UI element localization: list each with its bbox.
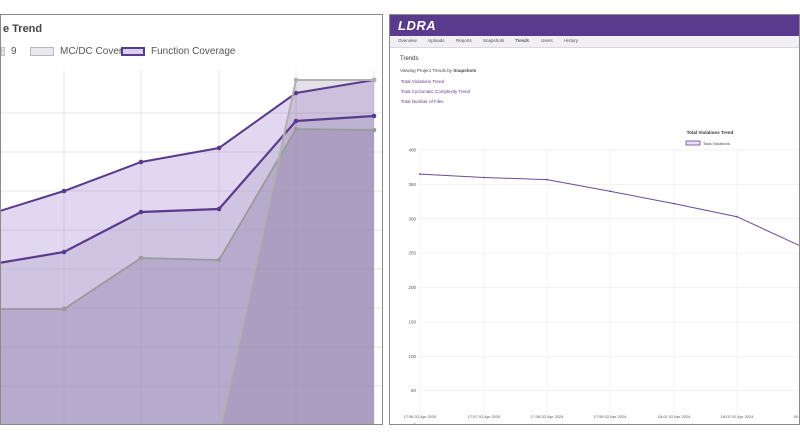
data-point (216, 145, 222, 151)
link-total-violations-trend[interactable]: Total Violations Trend (401, 79, 444, 84)
data-point (61, 188, 67, 194)
tab-history[interactable]: History (564, 38, 579, 43)
legend-item-mcdc-coverage[interactable]: MC/DC Coverage (30, 46, 139, 57)
y-tick-label: 200 (408, 285, 416, 290)
y-tick-label: 250 (408, 251, 416, 256)
x-tick-label: 17:57 02 Apr 2024 (468, 414, 501, 419)
tab-snapshots[interactable]: Snapshots (483, 38, 505, 43)
x-tick-label: 17:59 02 Apr 2024 (594, 414, 627, 419)
y-tick-label: 50 (411, 388, 417, 393)
legend-swatch (1, 47, 5, 56)
y-tick-label: 300 (408, 216, 416, 221)
x-tick-label: 18:04 02 (793, 414, 800, 419)
area-fill (1, 80, 374, 424)
ldra-logo[interactable]: LDRA (398, 18, 437, 33)
y-tick-label: 350 (408, 182, 416, 187)
data-point (293, 126, 299, 132)
total-violations-chart: Total Violations Trend Total Violations 40… (404, 130, 800, 426)
y-tick-label: 400 (408, 148, 416, 153)
nav-bar: Overview Uploads Reports Snapshots Trend… (390, 36, 799, 48)
series-line (220, 79, 374, 424)
area-fill (1, 116, 374, 424)
series-line (1, 114, 375, 264)
viewing-mode: Snapshots (453, 68, 477, 73)
data-point (293, 90, 299, 96)
data-point (419, 173, 421, 175)
legend-label: 9 (11, 46, 17, 57)
series-line (1, 128, 375, 310)
tab-reports[interactable]: Reports (456, 38, 472, 43)
tab-users[interactable]: Users (541, 38, 553, 43)
legend-label: Function Coverage (151, 46, 236, 57)
data-point (138, 159, 144, 165)
chart-title: Total Violations Trend (687, 130, 734, 135)
x-tick-label: 18:02 02 Apr 2024 (721, 414, 754, 419)
data-point (138, 255, 144, 261)
x-tick-label: 18:01 02 Apr 2024 (658, 414, 691, 419)
legend-label: MC/DC Coverage (60, 46, 139, 57)
link-total-number-of-files[interactable]: Total Number of Files (401, 99, 444, 104)
coverage-trend-chart (1, 70, 382, 424)
link-total-cyclomatic-complexity-trend[interactable]: Total Cyclomatic Complexity Trend (401, 89, 471, 94)
series-line (1, 79, 375, 212)
data-point (293, 118, 299, 124)
data-point (546, 178, 548, 181)
x-tick-label: 17:58 02 Apr 2024 (531, 414, 564, 419)
data-point (61, 249, 67, 255)
data-point (673, 202, 675, 205)
data-point (483, 176, 485, 179)
coverage-trend-panel: e Trend 9 MC/DC Coverage Function Covera… (0, 14, 383, 425)
data-point (61, 306, 67, 312)
data-point (293, 77, 299, 83)
area-fill (221, 80, 374, 424)
tab-overview[interactable]: Overview (398, 38, 417, 43)
data-point (736, 215, 738, 218)
y-tick-label: 100 (408, 354, 416, 359)
data-point (216, 257, 222, 263)
legend-item-9[interactable]: 9 (1, 46, 17, 57)
viewing-text: Viewing Project Trends by Snapshots (400, 68, 476, 73)
viewing-prefix: Viewing Project Trends by (400, 68, 452, 73)
data-point (371, 77, 377, 83)
tab-uploads[interactable]: Uploads (428, 38, 445, 43)
data-point (371, 127, 377, 133)
y-tick-label: 150 (408, 319, 416, 324)
legend-label: Total Violations (703, 141, 730, 146)
data-point (138, 209, 144, 215)
data-point (609, 190, 611, 193)
page-title: Trends (400, 56, 419, 62)
x-tick-label: 17:56 02 Apr 2024 (404, 414, 437, 419)
data-point (216, 206, 222, 212)
legend-swatch (685, 140, 701, 146)
ldra-trends-window: LDRA Overview Uploads Reports Snapshots … (389, 14, 800, 425)
legend-item-function-coverage[interactable]: Function Coverage (121, 46, 236, 57)
app-header: LDRA (390, 15, 799, 36)
legend-swatch (121, 47, 145, 56)
data-point (371, 113, 377, 119)
coverage-trend-title: e Trend (3, 23, 43, 35)
legend-swatch (30, 47, 54, 56)
area-fill (1, 129, 374, 424)
tab-trends[interactable]: Trends (515, 38, 529, 43)
y-tick-label: 0 (413, 423, 416, 426)
